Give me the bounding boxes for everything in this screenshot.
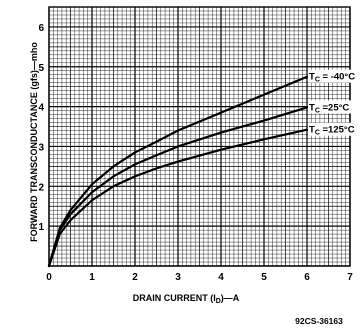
x-axis-label-tail: )—A [221, 293, 240, 303]
y-tick-label: 4 [38, 103, 44, 114]
series-label-sub: C [315, 77, 320, 84]
series-lines [47, 75, 309, 268]
x-tick-label: 5 [261, 272, 267, 283]
y-axis-label: FORWARD TRANSCONDUCTANCE (gfs)—mho [29, 42, 39, 242]
figure-code: 92CS-36163 [295, 316, 343, 326]
series-label-main: T [309, 72, 315, 83]
series-label: TC =25°C [309, 102, 349, 114]
series-label-tail: = -40°C [320, 72, 355, 83]
x-tick-label: 1 [89, 272, 95, 283]
series-label: TC = -40°C [309, 72, 355, 84]
x-tick-label: 4 [218, 272, 224, 283]
x-tick-label: 7 [347, 272, 353, 283]
y-tick-label: 6 [38, 23, 44, 34]
series-labels: TC = -40°CTC =25°CTC =125°C [308, 69, 363, 137]
x-tick-label: 2 [132, 272, 138, 283]
tick-labels: 0 1 2 3 4 5 6 7 1 2 3 4 5 6 [38, 23, 353, 283]
series-label-sub: C [315, 130, 320, 137]
y-tick-label: 1 [38, 222, 44, 233]
series-label-main: T [309, 125, 315, 136]
x-axis-label-main: DRAIN CURRENT (I [133, 293, 216, 303]
x-tick-label: 3 [175, 272, 181, 283]
series-line [47, 75, 309, 268]
y-tick-label: 2 [38, 182, 44, 193]
series-line [47, 128, 309, 268]
series-label-tail: =25°C [320, 102, 350, 113]
series-label-tail: =125°C [320, 125, 355, 136]
x-axis-label: DRAIN CURRENT (ID)—A [133, 293, 240, 305]
x-axis-label-sub: D [216, 298, 221, 305]
y-tick-label: 3 [38, 142, 44, 153]
series-line [47, 106, 309, 268]
x-tick-label: 0 [46, 272, 52, 283]
series-label: TC =125°C [309, 125, 355, 137]
series-label-main: T [309, 102, 315, 113]
y-tick-label: 5 [38, 63, 44, 74]
grid [48, 6, 351, 267]
x-tick-label: 6 [304, 272, 310, 283]
series-label-sub: C [315, 107, 320, 114]
series-label-background [308, 122, 363, 136]
series-label-background [308, 100, 363, 114]
series-label-background [308, 69, 363, 83]
